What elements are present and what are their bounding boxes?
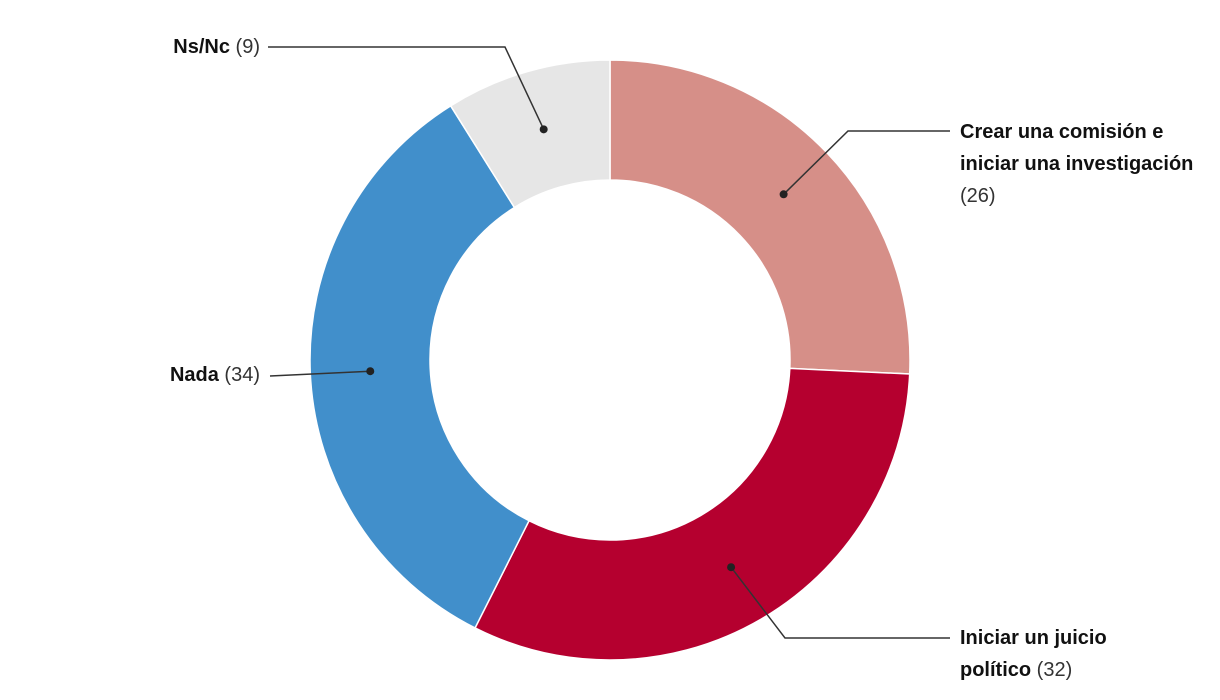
leader-dot bbox=[779, 190, 788, 199]
leader-dot bbox=[366, 367, 375, 376]
donut-segment bbox=[474, 367, 911, 661]
donut-segment bbox=[609, 59, 911, 375]
segment-label: Iniciar un juicio político (32) bbox=[960, 622, 1140, 686]
value-label: (34) bbox=[224, 364, 260, 386]
segment-label: Nada (34) bbox=[60, 359, 260, 391]
value-label: (26) bbox=[960, 185, 996, 207]
donut-segment bbox=[449, 59, 611, 209]
leader-line bbox=[783, 130, 950, 195]
leader-line bbox=[730, 566, 950, 639]
leader-line bbox=[268, 46, 545, 130]
category-label: Nada bbox=[169, 364, 219, 386]
segment-label: Crear una comisión e iniciar una investi… bbox=[960, 116, 1200, 212]
category-label: Ns/Nc bbox=[173, 36, 230, 58]
category-label: Crear una comisión e iniciar una investi… bbox=[960, 121, 1194, 175]
leader-dot bbox=[727, 563, 736, 572]
segment-label: Ns/Nc (9) bbox=[60, 31, 260, 63]
category-label: Iniciar un juicio político bbox=[960, 627, 1107, 681]
value-label: (32) bbox=[1036, 659, 1073, 681]
donut-segment bbox=[309, 104, 531, 629]
value-label: (9) bbox=[235, 36, 260, 58]
leader-dot bbox=[539, 125, 548, 134]
leader-line bbox=[269, 370, 371, 377]
